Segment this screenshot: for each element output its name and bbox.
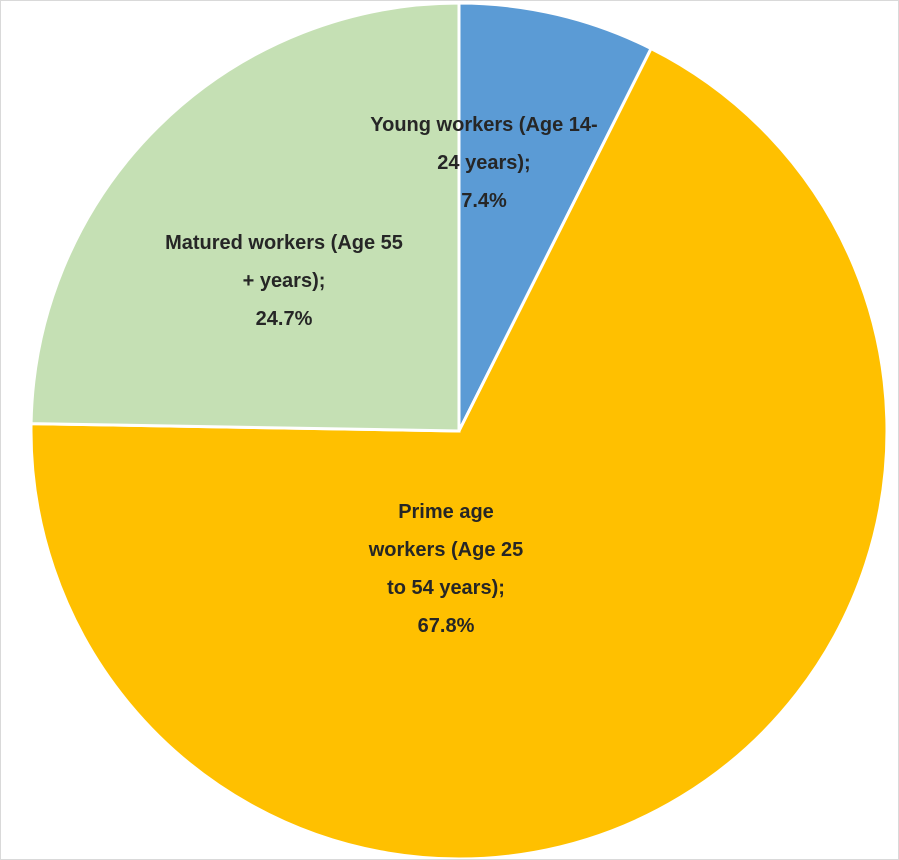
slice-label: Young workers (Age 14-24 years); 7.4%: [369, 106, 599, 220]
sep: ;: [524, 152, 531, 174]
pie-slice: [29, 46, 889, 859]
val: 7.4%: [461, 190, 507, 212]
slice-label: Matured workers (Age 55 + years); 24.7%: [159, 224, 409, 338]
val: 67.8%: [417, 615, 475, 637]
val: 24.7%: [255, 308, 313, 330]
label-text: Prime age workers (Age 25 to 54 years): [368, 501, 524, 599]
slice-label: Prime age workers (Age 25 to 54 years); 6…: [359, 493, 534, 645]
sep: ;: [318, 270, 326, 292]
pie-slice: [457, 1, 654, 432]
label-text: Matured workers (Age 55 + years): [165, 232, 403, 292]
pie-slice: [29, 1, 461, 433]
sep: ;: [498, 577, 505, 599]
label-text: Young workers (Age 14-24 years): [370, 114, 598, 174]
